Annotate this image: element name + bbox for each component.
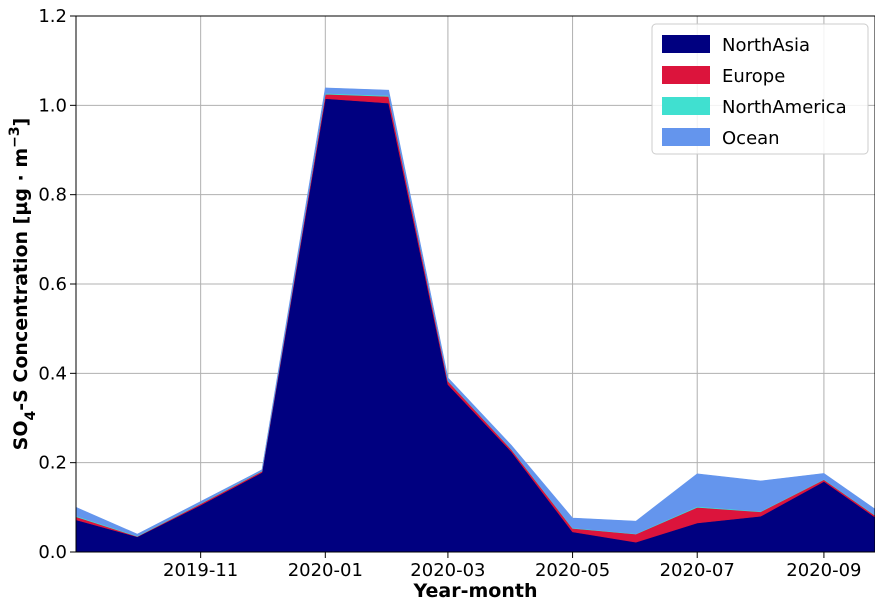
- legend-label-europe: Europe: [722, 66, 785, 87]
- y-tick-label: 0.4: [38, 363, 67, 384]
- legend-box: [651, 23, 869, 155]
- x-axis-label: Year-month: [413, 580, 538, 601]
- x-tick-label: 2020-03: [410, 560, 485, 581]
- legend-swatch-northamerica: [662, 97, 710, 115]
- legend-label-ocean: Ocean: [722, 128, 780, 149]
- legend: NorthAsia Europe NorthAmerica Ocean: [651, 23, 869, 155]
- y-axis-ticks: 0.0 0.2 0.4 0.6 0.8 1.0 1.2: [38, 6, 76, 563]
- area-ocean: [76, 87, 875, 537]
- y-axis-label-rest: -S Concentration [µg · m: [10, 148, 32, 411]
- y-axis-label: SO4-S Concentration [µg · m−3]: [7, 118, 39, 451]
- y-axis-label-main: SO: [10, 421, 32, 451]
- x-tick-label: 2020-09: [786, 560, 861, 581]
- y-tick-label: 1.2: [38, 6, 67, 27]
- y-tick-label: 0.0: [38, 542, 67, 563]
- x-tick-label: 2020-05: [535, 560, 610, 581]
- x-tick-label: 2020-01: [288, 560, 363, 581]
- x-tick-label: 2019-11: [163, 560, 238, 581]
- y-axis-label-subscript: 4: [23, 411, 39, 421]
- legend-label-northasia: NorthAsia: [722, 35, 810, 56]
- y-axis-label-superscript: −3: [7, 126, 23, 147]
- x-axis-ticks: 2019-11 2020-01 2020-03 2020-05 2020-07 2020-…: [163, 552, 862, 581]
- legend-swatch-ocean: [662, 128, 710, 146]
- y-axis-label-close: ]: [10, 118, 32, 127]
- y-tick-label: 1.0: [38, 95, 67, 116]
- y-tick-label: 0.2: [38, 453, 67, 474]
- plot-areas: [76, 87, 875, 552]
- legend-label-northamerica: NorthAmerica: [722, 97, 847, 118]
- x-tick-label: 2020-07: [660, 560, 735, 581]
- legend-swatch-europe: [662, 66, 710, 84]
- y-tick-label: 0.8: [38, 185, 67, 206]
- legend-swatch-northasia: [662, 35, 710, 53]
- y-tick-label: 0.6: [38, 274, 67, 295]
